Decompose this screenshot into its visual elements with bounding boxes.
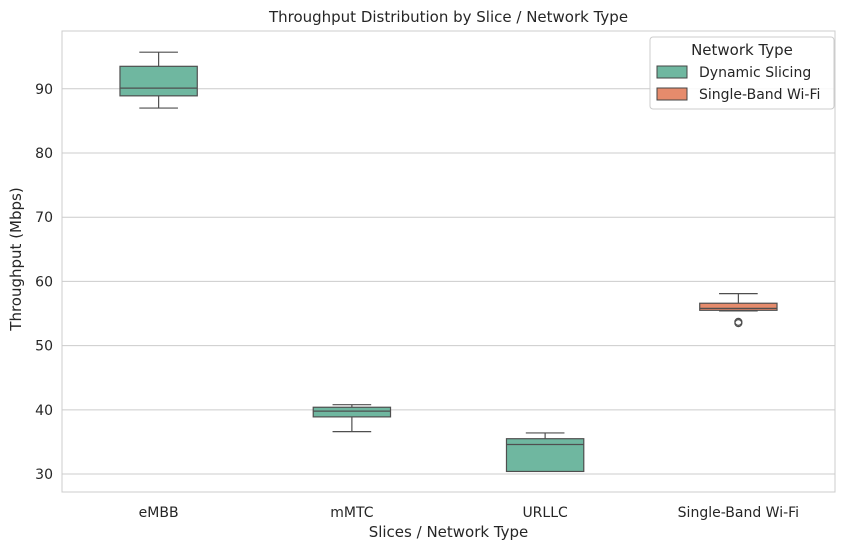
legend-swatch-dynamic-slicing bbox=[656, 65, 688, 79]
x-tick-label: mMTC bbox=[330, 505, 373, 521]
legend-swatch-single-band-wifi bbox=[656, 87, 688, 101]
box-embb bbox=[119, 51, 198, 109]
box-urllc bbox=[505, 432, 585, 473]
x-tick-label: Single-Band Wi-Fi bbox=[678, 505, 799, 521]
box-iqr bbox=[119, 65, 198, 97]
x-tick-label: URLLC bbox=[522, 505, 568, 521]
grid-layer bbox=[62, 88, 835, 475]
legend-label-single-band-wifi: Single-Band Wi-Fi bbox=[699, 87, 820, 103]
x-tick-labels: eMBB mMTC URLLC Single-Band Wi-Fi bbox=[139, 505, 799, 521]
legend-frame bbox=[649, 36, 835, 110]
legend: Network Type Dynamic Slicing Single-Band… bbox=[649, 36, 835, 110]
box-iqr bbox=[699, 302, 778, 311]
box-mmtc bbox=[312, 404, 392, 433]
outlier-point bbox=[734, 317, 743, 326]
plot-frame bbox=[61, 30, 836, 493]
y-tick-label: 50 bbox=[35, 339, 53, 355]
box-iqr bbox=[505, 438, 585, 473]
y-tick-label: 70 bbox=[35, 210, 53, 226]
chart-title: Throughput Distribution by Slice / Netwo… bbox=[268, 8, 628, 26]
y-tick-labels: 30 40 50 60 70 80 90 bbox=[35, 82, 53, 483]
x-axis-title: Slices / Network Type bbox=[369, 523, 529, 541]
y-tick-label: 60 bbox=[35, 274, 53, 290]
y-tick-label: 90 bbox=[35, 82, 53, 98]
y-tick-label: 30 bbox=[35, 467, 53, 483]
box-single-band-wi-fi bbox=[699, 293, 778, 328]
legend-title: Network Type bbox=[691, 41, 793, 59]
box-layer bbox=[119, 51, 778, 473]
x-tick-label: eMBB bbox=[139, 505, 179, 521]
y-tick-label: 80 bbox=[35, 146, 53, 162]
y-tick-label: 40 bbox=[35, 403, 53, 419]
y-axis-title: Throughput (Mbps) bbox=[7, 187, 25, 331]
box-iqr bbox=[312, 406, 392, 418]
legend-label-dynamic-slicing: Dynamic Slicing bbox=[699, 65, 811, 81]
